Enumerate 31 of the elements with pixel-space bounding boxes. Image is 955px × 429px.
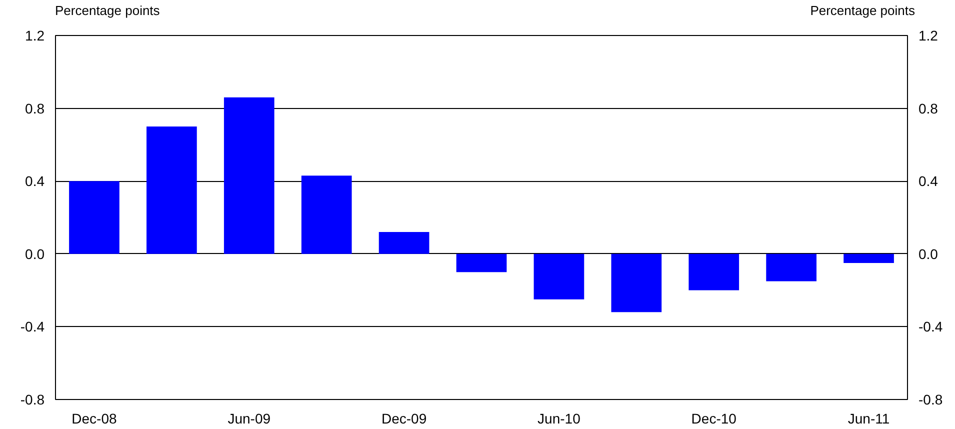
x-tick-label: Jun-09 bbox=[228, 410, 271, 426]
y2-tick-label: 0.0 bbox=[918, 246, 938, 262]
y-tick-label: 1.2 bbox=[25, 28, 45, 44]
y2-tick-label: -0.4 bbox=[918, 318, 943, 335]
y-tick-label: -0.4 bbox=[20, 318, 45, 335]
bar bbox=[146, 126, 197, 254]
y-tick-label: 0.4 bbox=[25, 173, 45, 190]
bar bbox=[224, 97, 274, 254]
x-tick-label: Dec-08 bbox=[72, 410, 118, 426]
y-tick-label: 0.0 bbox=[25, 246, 45, 262]
y2-tick-label: 1.2 bbox=[918, 28, 938, 44]
y-tick-label: 0.8 bbox=[25, 100, 45, 116]
y2-tick-label: 0.8 bbox=[918, 100, 938, 116]
bar bbox=[844, 254, 894, 263]
bar bbox=[301, 176, 352, 254]
bar bbox=[766, 254, 816, 282]
x-tick-label: Dec-09 bbox=[381, 410, 427, 426]
y2-axis-title: Percentage points bbox=[810, 2, 915, 20]
y2-tick-label: -0.8 bbox=[918, 392, 943, 408]
x-tick-label: Jun-11 bbox=[848, 410, 890, 426]
bar bbox=[611, 254, 662, 312]
bar bbox=[378, 232, 430, 254]
y-axis-title: Percentage points bbox=[55, 2, 160, 20]
y2-tick-label: 0.4 bbox=[918, 173, 938, 190]
bar bbox=[688, 254, 740, 290]
y-tick-label: -0.8 bbox=[20, 392, 45, 408]
bar bbox=[534, 254, 584, 300]
bar bbox=[69, 181, 120, 254]
x-tick-label: Dec-10 bbox=[691, 410, 737, 426]
x-tick-label: Jun-10 bbox=[538, 410, 581, 426]
bar bbox=[456, 254, 507, 272]
